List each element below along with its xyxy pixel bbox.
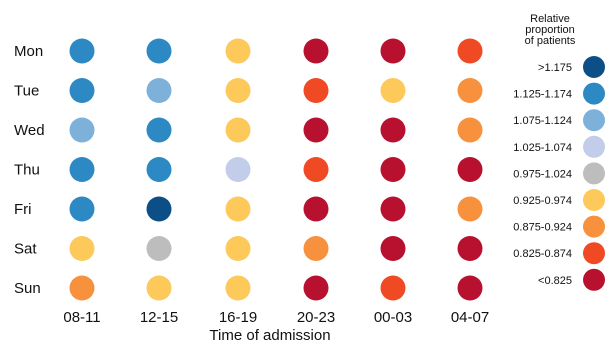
dot-sun-08-11 — [69, 275, 95, 301]
legend-swatch — [583, 82, 605, 105]
dot-thu-00-03 — [380, 157, 406, 182]
col-label-12-15: 12-15 — [140, 309, 178, 326]
col-label-00-03: 00-03 — [374, 309, 412, 326]
row-label-thu: Thu — [14, 162, 40, 179]
dot-thu-08-11 — [69, 157, 95, 182]
legend-swatch — [583, 135, 605, 158]
row-label-mon: Mon — [14, 43, 43, 60]
dot-sat-12-15 — [146, 236, 172, 261]
dot-sun-20-23 — [303, 275, 329, 301]
legend-swatch — [583, 215, 605, 238]
legend-items: >1.175 1.125-1.174 1.075-1.124 1.025-1.074 0… — [513, 56, 605, 291]
legend-title-line-1: Relative — [530, 13, 570, 25]
dot-mon-00-03 — [380, 38, 406, 64]
day-labels: Mon Tue Wed Thu Fri Sat Sun — [14, 43, 45, 297]
legend-item-7: 0.875-0.924 — [513, 215, 605, 238]
dot-sat-20-23 — [303, 236, 329, 261]
legend-item-9: <0.825 — [538, 268, 605, 291]
legend-swatch — [583, 109, 605, 132]
dot-tue-08-11 — [69, 78, 95, 103]
dot-thu-16-19 — [225, 157, 251, 182]
col-label-20-23: 20-23 — [297, 309, 335, 326]
dot-sat-00-03 — [380, 236, 406, 261]
dot-mon-20-23 — [303, 38, 329, 64]
legend-swatch — [583, 162, 605, 185]
time-labels: 08-11 12-15 16-19 20-23 00-03 04-07 — [63, 309, 489, 326]
legend-swatch — [583, 189, 605, 211]
dot-fri-20-23 — [303, 196, 329, 222]
legend-label: 0.825-0.874 — [513, 248, 572, 260]
dot-thu-04-07 — [457, 157, 483, 182]
dot-wed-00-03 — [380, 117, 406, 143]
legend-label: <0.825 — [538, 275, 572, 287]
dot-wed-12-15 — [146, 117, 172, 143]
legend-item-5: 0.975-1.024 — [513, 162, 605, 185]
legend-label: 0.925-0.974 — [513, 195, 572, 207]
row-label-sun: Sun — [14, 280, 41, 297]
legend-swatch — [583, 268, 605, 291]
dot-mon-04-07 — [457, 38, 483, 64]
dot-mon-08-11 — [69, 38, 95, 64]
legend-item-1: >1.175 — [538, 56, 605, 78]
legend-item-3: 1.075-1.124 — [513, 109, 605, 132]
legend-label: 0.875-0.924 — [513, 222, 572, 234]
col-label-04-07: 04-07 — [451, 309, 489, 326]
dot-wed-04-07 — [457, 117, 483, 143]
row-label-fri: Fri — [14, 201, 32, 218]
legend-label: 1.125-1.174 — [513, 89, 572, 101]
legend-label: >1.175 — [538, 62, 572, 74]
row-label-sat: Sat — [14, 241, 37, 258]
col-label-16-19: 16-19 — [219, 309, 257, 326]
legend-label: 1.025-1.074 — [513, 142, 572, 154]
dot-tue-16-19 — [225, 78, 251, 103]
dot-sun-04-07 — [457, 275, 483, 301]
dot-sun-12-15 — [146, 275, 172, 301]
dot-wed-16-19 — [225, 117, 251, 143]
dot-tue-00-03 — [380, 78, 406, 103]
col-label-08-11: 08-11 — [63, 309, 100, 326]
legend-label: 0.975-1.024 — [513, 168, 572, 180]
x-axis-title: Time of admission — [209, 327, 330, 344]
dot-sat-16-19 — [225, 236, 251, 261]
legend-label: 1.075-1.124 — [513, 115, 572, 127]
legend-swatch — [583, 56, 605, 78]
legend-item-6: 0.925-0.974 — [513, 189, 605, 211]
dot-mon-16-19 — [225, 38, 251, 64]
legend-swatch — [583, 242, 605, 265]
row-label-wed: Wed — [14, 122, 45, 139]
dot-tue-20-23 — [303, 78, 329, 103]
dot-wed-08-11 — [69, 117, 95, 143]
dot-grid — [69, 38, 483, 301]
dot-sat-04-07 — [457, 236, 483, 261]
dot-fri-08-11 — [69, 196, 95, 222]
legend-item-2: 1.125-1.174 — [513, 82, 605, 105]
dot-fri-04-07 — [457, 196, 483, 222]
dot-sun-00-03 — [380, 275, 406, 301]
dot-tue-04-07 — [457, 78, 483, 103]
dot-mon-12-15 — [146, 38, 172, 64]
dot-sat-08-11 — [69, 236, 95, 261]
dot-sun-16-19 — [225, 275, 251, 301]
row-label-tue: Tue — [14, 83, 39, 100]
legend-item-4: 1.025-1.074 — [513, 135, 605, 158]
dot-thu-12-15 — [146, 157, 172, 182]
legend-title-line-2: proportion — [525, 24, 575, 36]
dot-thu-20-23 — [303, 157, 329, 182]
dot-tue-12-15 — [146, 78, 172, 103]
dot-fri-16-19 — [225, 196, 251, 222]
dot-fri-12-15 — [146, 196, 172, 222]
dot-fri-00-03 — [380, 196, 406, 222]
legend-title-line-3: of patients — [525, 35, 576, 47]
dot-wed-20-23 — [303, 117, 329, 143]
legend-item-8: 0.825-0.874 — [513, 242, 605, 265]
